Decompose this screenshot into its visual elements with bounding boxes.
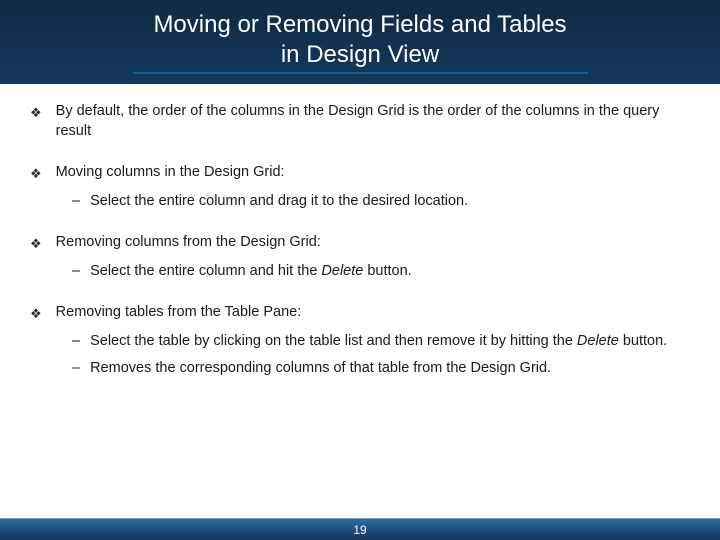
sub-bullet-text: Select the entire column and drag it to … [90, 192, 690, 212]
sub-bullet-item: – Select the entire column and hit the D… [72, 262, 690, 282]
page-number: 19 [353, 523, 366, 537]
sub-bullet-list: – Select the entire column and hit the D… [30, 262, 690, 282]
dash-bullet-icon: – [72, 192, 80, 212]
dash-bullet-icon: – [72, 332, 80, 352]
bullet-item: ❖ Removing tables from the Table Pane: –… [30, 303, 690, 379]
dash-bullet-icon: – [72, 262, 80, 282]
sub-bullet-item: – Select the table by clicking on the ta… [72, 332, 690, 352]
bullet-item: ❖ Removing columns from the Design Grid:… [30, 233, 690, 281]
sub-bullet-text: Removes the corresponding columns of tha… [90, 359, 690, 379]
diamond-bullet-icon: ❖ [30, 303, 42, 324]
title-underline [133, 72, 588, 74]
bullet-item: ❖ Moving columns in the Design Grid: – S… [30, 163, 690, 211]
footer-bar: 19 [0, 518, 720, 540]
sub-bullet-item: – Removes the corresponding columns of t… [72, 359, 690, 379]
slide-content: ❖ By default, the order of the columns i… [0, 84, 720, 540]
sub-bullet-text: Select the table by clicking on the tabl… [90, 332, 690, 352]
bullet-item: ❖ By default, the order of the columns i… [30, 102, 690, 141]
diamond-bullet-icon: ❖ [30, 233, 42, 254]
sub-bullet-list: – Select the table by clicking on the ta… [30, 332, 690, 379]
bullet-text: Moving columns in the Design Grid: [56, 163, 690, 183]
title-line-1: Moving or Removing Fields and Tables [20, 10, 700, 40]
sub-bullet-item: – Select the entire column and drag it t… [72, 192, 690, 212]
title-bar: Moving or Removing Fields and Tables in … [0, 0, 720, 84]
title-line-2: in Design View [20, 40, 700, 70]
sub-bullet-text: Select the entire column and hit the Del… [90, 262, 690, 282]
sub-bullet-list: – Select the entire column and drag it t… [30, 192, 690, 212]
diamond-bullet-icon: ❖ [30, 102, 42, 123]
dash-bullet-icon: – [72, 359, 80, 379]
bullet-text: Removing columns from the Design Grid: [56, 233, 690, 253]
bullet-text: Removing tables from the Table Pane: [56, 303, 690, 323]
diamond-bullet-icon: ❖ [30, 163, 42, 184]
bullet-text: By default, the order of the columns in … [56, 102, 690, 141]
